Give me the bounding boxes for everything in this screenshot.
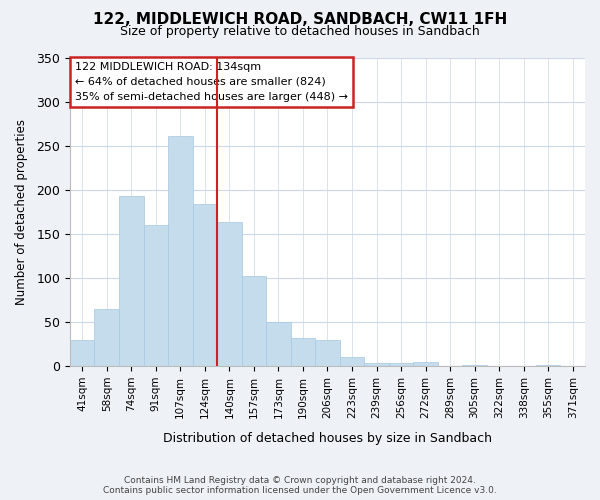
Bar <box>168 136 193 366</box>
Bar <box>266 322 290 366</box>
X-axis label: Distribution of detached houses by size in Sandbach: Distribution of detached houses by size … <box>163 432 492 445</box>
Bar <box>143 225 168 366</box>
Text: Size of property relative to detached houses in Sandbach: Size of property relative to detached ho… <box>120 25 480 38</box>
Bar <box>242 276 266 366</box>
Bar <box>94 309 119 366</box>
Bar <box>364 362 389 366</box>
Bar <box>340 356 364 366</box>
Bar <box>119 196 143 366</box>
Bar <box>193 204 217 366</box>
Bar <box>290 338 315 366</box>
Y-axis label: Number of detached properties: Number of detached properties <box>15 119 28 305</box>
Bar <box>413 362 438 366</box>
Bar <box>389 362 413 366</box>
Text: Contains HM Land Registry data © Crown copyright and database right 2024.
Contai: Contains HM Land Registry data © Crown c… <box>103 476 497 495</box>
Bar <box>315 340 340 366</box>
Text: 122, MIDDLEWICH ROAD, SANDBACH, CW11 1FH: 122, MIDDLEWICH ROAD, SANDBACH, CW11 1FH <box>93 12 507 28</box>
Text: 122 MIDDLEWICH ROAD: 134sqm
← 64% of detached houses are smaller (824)
35% of se: 122 MIDDLEWICH ROAD: 134sqm ← 64% of det… <box>75 62 348 102</box>
Bar <box>217 222 242 366</box>
Bar <box>70 340 94 366</box>
